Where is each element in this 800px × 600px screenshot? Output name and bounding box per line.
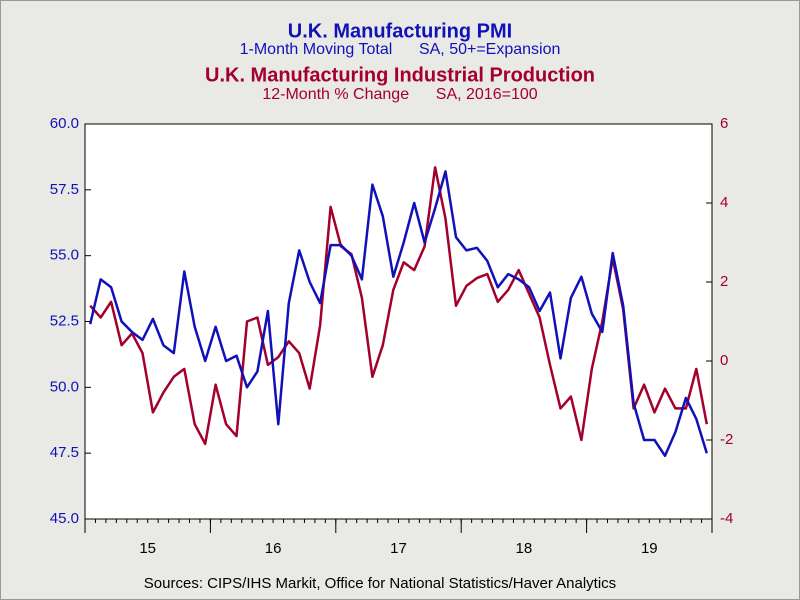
x-tick-label: 16 — [265, 540, 282, 557]
y-tick-label: 50.0 — [50, 378, 79, 395]
series-line — [88, 170, 708, 458]
x-tick-label: 19 — [641, 540, 658, 557]
y-tick-label: 55.0 — [50, 247, 79, 264]
y-tick-label: 52.5 — [50, 312, 79, 329]
subtitle-1: 1-Month Moving Total SA, 50+=Expansion — [240, 41, 561, 58]
y2-tick-label: -4 — [720, 510, 733, 527]
x-tick-label: 15 — [139, 540, 156, 557]
y2-tick-label: 2 — [720, 273, 728, 290]
y-tick-label: 45.0 — [50, 510, 79, 527]
subtitle-2: 12-Month % Change SA, 2016=100 — [262, 86, 537, 103]
y2-tick-label: 6 — [720, 115, 728, 132]
y-tick-label: 47.5 — [50, 444, 79, 461]
y2-tick-label: -2 — [720, 431, 733, 448]
y-tick-label: 57.5 — [50, 181, 79, 198]
title-2: U.K. Manufacturing Industrial Production — [205, 64, 595, 86]
y2-tick-label: 0 — [720, 352, 728, 369]
source: Sources: CIPS/IHS Markit, Office for Nat… — [144, 575, 616, 592]
x-tick-label: 18 — [516, 540, 533, 557]
plot-area — [84, 123, 713, 520]
x-tick-label: 17 — [390, 540, 407, 557]
y2-tick-label: 4 — [720, 194, 728, 211]
y-tick-label: 60.0 — [50, 115, 79, 132]
title-1: U.K. Manufacturing PMI — [288, 20, 512, 42]
